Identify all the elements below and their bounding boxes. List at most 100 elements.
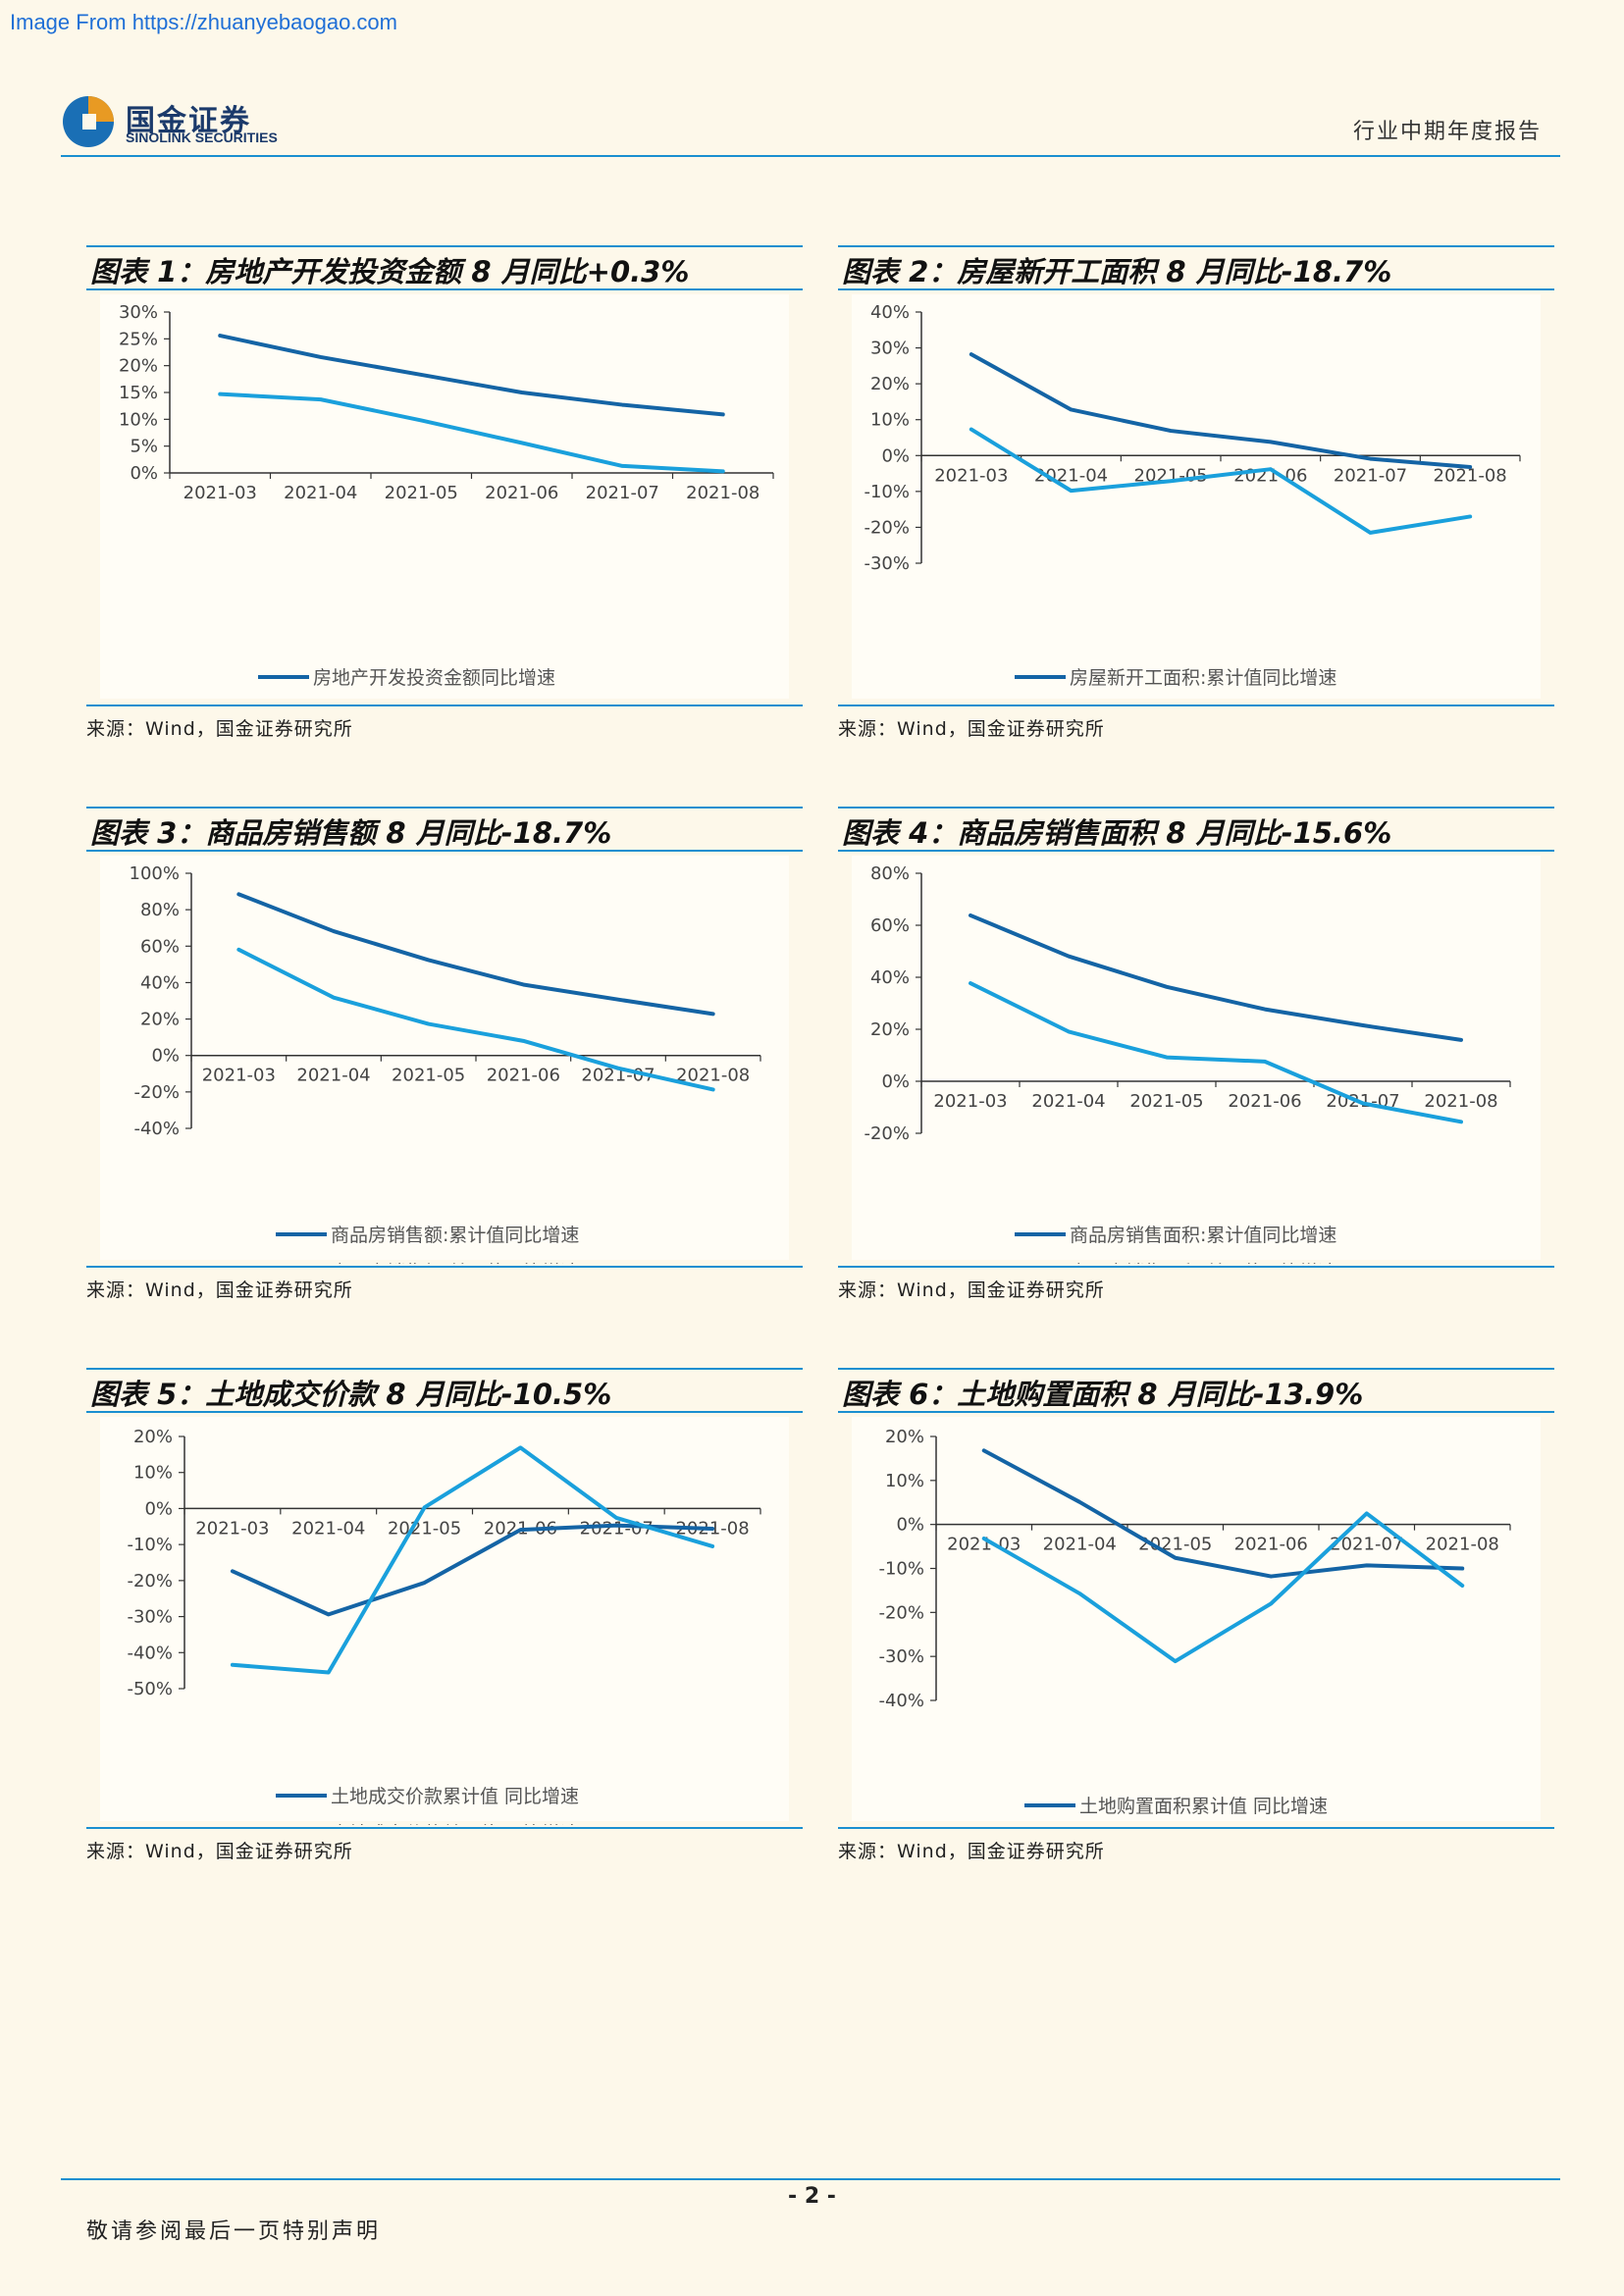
legend-label: 土地购置面积累计值 同比增速 (1079, 1796, 1328, 1817)
chart-source: 来源：Wind，国金证券研究所 (838, 1279, 1105, 1301)
panel-bottom-rule (838, 704, 1554, 706)
data-point (1269, 1575, 1273, 1579)
data-point (1269, 440, 1273, 444)
x-tick-label: 2021-04 (291, 1518, 365, 1539)
x-tick-label: 2021-06 (485, 483, 558, 503)
data-point (520, 441, 524, 444)
legend-label: 土地成交价款单月值 同比增速 (331, 1823, 579, 1825)
data-point (614, 1524, 618, 1528)
y-tick-label: 20% (140, 1010, 180, 1030)
chart-source: 来源：Wind，国金证券研究所 (86, 1841, 353, 1862)
y-tick-label: 0% (144, 1498, 173, 1519)
data-point (1067, 1029, 1071, 1033)
y-tick-label: 80% (870, 863, 910, 884)
panel-bottom-rule (86, 704, 803, 706)
data-point (332, 996, 336, 1000)
header-divider (61, 155, 1560, 157)
data-point (1468, 514, 1472, 518)
x-tick-label: 2021-06 (1234, 1535, 1308, 1555)
data-point (327, 1670, 331, 1674)
legend-label: 房屋新开工面积:累计值同比增速 (1070, 667, 1336, 689)
y-tick-label: -20% (133, 1082, 180, 1103)
data-point (1165, 985, 1169, 989)
chart-title: 图表 3：商品房销售额 8 月同比-18.7% (90, 816, 612, 850)
data-point (1361, 1023, 1365, 1027)
chart-svg: 40%30%20%10%0%-10%-20%-30%2021-03 2021-04… (864, 302, 1521, 689)
legend-label: 土地成交价款累计值 同比增速 (331, 1786, 579, 1807)
page-number: - 2 - (788, 2184, 836, 2209)
data-point (218, 334, 222, 338)
y-tick-label: -10% (864, 482, 910, 502)
y-tick-label: 20% (133, 1427, 173, 1447)
data-point (711, 1087, 715, 1091)
series-line (236, 947, 715, 1092)
legend-label: 商品房销售面积:单月值同比增速 (1070, 1262, 1336, 1264)
x-tick-label: 2021-05 (385, 483, 458, 503)
panel-bottom-rule (838, 1266, 1554, 1268)
x-tick-label: 2021-05 (388, 1518, 461, 1539)
data-point (1165, 1056, 1169, 1060)
y-tick-label: 10% (885, 1471, 924, 1491)
chart-background (100, 856, 789, 1260)
series-line (981, 1448, 1465, 1579)
y-tick-label: 60% (140, 936, 180, 957)
x-tick-label: 2021-08 (1426, 1535, 1499, 1555)
data-point (969, 352, 973, 356)
chart-title: 图表 1：房地产开发投资金额 8 月同比+0.3% (90, 255, 690, 288)
data-point (1361, 1102, 1365, 1106)
data-point (969, 428, 973, 432)
x-tick-label: 2021-03 (195, 1518, 269, 1539)
logo-english-name: SINOLINK SECURITIES (126, 130, 278, 145)
chart-source: 来源：Wind，国金证券研究所 (86, 718, 353, 740)
chart-title: 图表 2：房屋新开工面积 8 月同比-18.7% (842, 255, 1392, 288)
panel-bottom-rule (86, 1266, 803, 1268)
data-point (1067, 955, 1071, 959)
series-line (230, 1445, 715, 1675)
series-line (969, 352, 1473, 469)
data-point (721, 412, 725, 416)
series-line (969, 913, 1463, 1042)
series-line (218, 391, 725, 474)
data-point (236, 948, 240, 952)
chart-background (100, 1417, 789, 1821)
data-point (236, 892, 240, 896)
y-tick-label: 10% (119, 409, 158, 430)
y-tick-label: 0% (151, 1046, 180, 1067)
y-tick-label: 0% (881, 445, 910, 466)
data-point (419, 373, 423, 377)
y-tick-label: -40% (878, 1691, 924, 1711)
series-line (981, 1511, 1465, 1664)
y-tick-label: 100% (130, 863, 180, 884)
data-point (1169, 479, 1173, 483)
panel-top-rule (838, 245, 1554, 247)
source-watermark[interactable]: Image From https://zhuanyebaogao.com (10, 10, 397, 34)
legend-label: 商品房销售面积:累计值同比增速 (1070, 1225, 1336, 1246)
data-point (1070, 489, 1073, 493)
legend-label: 商品房销售额:单月值同比增速 (331, 1262, 579, 1264)
series-line (969, 981, 1463, 1124)
data-point (419, 418, 423, 422)
chart-svg: 100% 80% 60% 40% 20% 0% -20% -40% 2021-03 2021-04… (130, 863, 761, 1264)
data-point (1269, 467, 1273, 471)
y-tick-label: 0% (896, 1515, 924, 1536)
data-point (620, 464, 624, 468)
data-point (620, 403, 624, 407)
panel-bottom-rule (838, 1827, 1554, 1829)
x-tick-label: 2021-07 (586, 483, 659, 503)
data-point (1460, 1567, 1464, 1570)
data-point (969, 913, 972, 917)
x-tick-label: 2021-08 (1434, 465, 1507, 486)
report-type-label: 行业中期年度报告 (1352, 120, 1542, 144)
x-tick-label: 2021-03 (183, 483, 257, 503)
panel-title-rule (838, 850, 1554, 852)
y-tick-label: -10% (127, 1535, 173, 1555)
panel-title-rule (86, 1411, 803, 1413)
data-point (1460, 1584, 1464, 1588)
x-tick-label: 2021-08 (1424, 1091, 1497, 1112)
y-tick-label: -20% (864, 517, 910, 538)
data-point (1459, 1038, 1463, 1042)
data-point (231, 1569, 235, 1573)
data-point (319, 355, 323, 359)
panel-title-rule (86, 288, 803, 290)
data-point (1077, 1500, 1081, 1504)
